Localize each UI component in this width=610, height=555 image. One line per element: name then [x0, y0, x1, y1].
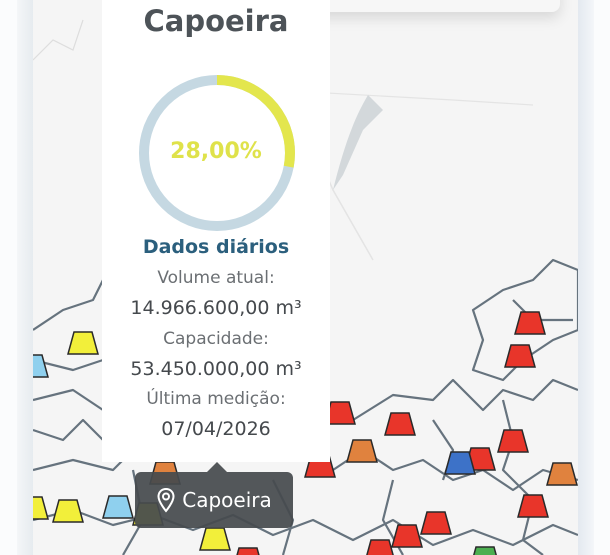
right-edge	[578, 0, 594, 555]
map-pin-icon	[157, 487, 175, 513]
municipal-border	[471, 258, 578, 382]
last-measure-label: Última medição:	[146, 389, 286, 409]
capacity-value: 53.450.000,00 m³	[130, 358, 302, 380]
reservoir-marker-lightblue	[33, 354, 49, 378]
last-measure-value: 07/04/2026	[161, 418, 271, 440]
reservoir-marker-yellow	[52, 499, 84, 523]
volume-gauge	[139, 75, 295, 231]
reservoir-marker-orange	[546, 462, 578, 486]
road	[272, 89, 534, 106]
municipal-border	[33, 418, 104, 442]
volume-label: Volume atual:	[157, 268, 275, 288]
road	[33, 19, 84, 61]
capacity-label: Capacidade:	[163, 329, 269, 349]
reservoir-marker-yellow	[33, 496, 49, 520]
reservoir-marker-red	[366, 539, 394, 555]
map-layer	[33, 0, 578, 555]
reservoir-marker-red	[517, 494, 549, 518]
reservoir-marker-yellow	[199, 527, 231, 551]
reservoir-marker-blue	[444, 451, 476, 475]
top-card	[300, 0, 560, 12]
reservoir-marker-red	[391, 524, 423, 548]
percent-label: 28,00%	[170, 139, 262, 164]
reservoir-tooltip[interactable]: Capoeira	[135, 462, 293, 528]
municipal-border	[312, 378, 578, 422]
reservoir-marker-green	[473, 546, 497, 555]
gauge-fill	[139, 75, 295, 231]
lake	[333, 95, 383, 190]
daily-data-title: Dados diários	[142, 236, 290, 258]
reservoir-title: Capoeira	[143, 4, 289, 38]
reservoir-marker-red	[384, 412, 416, 436]
reservoir-marker-red	[514, 311, 546, 335]
municipal-border	[33, 508, 578, 547]
reservoir-marker-red	[236, 547, 260, 555]
municipal-border	[501, 399, 544, 555]
reservoir-marker-red	[504, 344, 536, 368]
reservoir-marker-red	[497, 429, 529, 453]
reservoir-marker-red	[420, 511, 452, 535]
tooltip-label: Capoeira	[182, 488, 272, 512]
reservoir-marker-yellow	[67, 331, 99, 355]
volume-value: 14.966.600,00 m³	[130, 297, 302, 319]
left-edge	[17, 0, 33, 555]
reservoir-marker-orange	[346, 439, 378, 463]
reservoir-marker-lightblue	[102, 495, 134, 519]
